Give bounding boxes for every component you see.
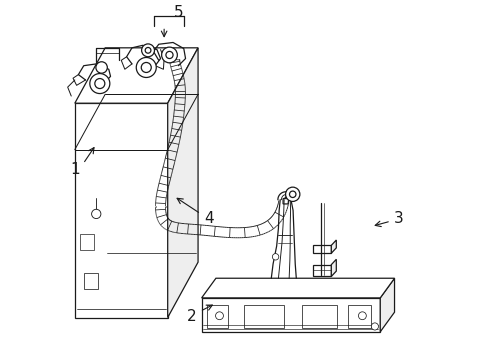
- Circle shape: [95, 78, 104, 89]
- Polygon shape: [206, 305, 228, 328]
- Circle shape: [289, 191, 295, 198]
- Polygon shape: [301, 305, 337, 328]
- Circle shape: [272, 253, 278, 260]
- Polygon shape: [75, 103, 167, 318]
- Circle shape: [285, 187, 299, 202]
- Polygon shape: [331, 240, 336, 253]
- Circle shape: [136, 58, 156, 77]
- Circle shape: [91, 209, 101, 219]
- Polygon shape: [283, 199, 288, 204]
- Circle shape: [142, 44, 154, 57]
- Circle shape: [145, 48, 151, 53]
- Circle shape: [370, 323, 378, 330]
- Circle shape: [165, 51, 173, 59]
- Text: 2: 2: [186, 309, 196, 324]
- Polygon shape: [380, 278, 394, 332]
- Polygon shape: [313, 265, 331, 276]
- Circle shape: [90, 73, 110, 94]
- Text: 4: 4: [203, 211, 213, 226]
- Text: 1: 1: [70, 162, 80, 177]
- Polygon shape: [347, 305, 370, 328]
- Polygon shape: [244, 305, 283, 328]
- Circle shape: [141, 63, 151, 72]
- Polygon shape: [75, 48, 198, 103]
- Circle shape: [215, 312, 223, 320]
- Polygon shape: [80, 234, 94, 249]
- Polygon shape: [201, 298, 380, 332]
- Circle shape: [96, 62, 107, 73]
- Polygon shape: [167, 48, 198, 318]
- Text: 3: 3: [393, 211, 403, 226]
- Text: 5: 5: [173, 5, 183, 20]
- Polygon shape: [313, 246, 331, 253]
- Polygon shape: [331, 259, 336, 276]
- Polygon shape: [83, 273, 98, 289]
- Polygon shape: [201, 278, 394, 298]
- Circle shape: [162, 47, 177, 63]
- Circle shape: [358, 312, 366, 320]
